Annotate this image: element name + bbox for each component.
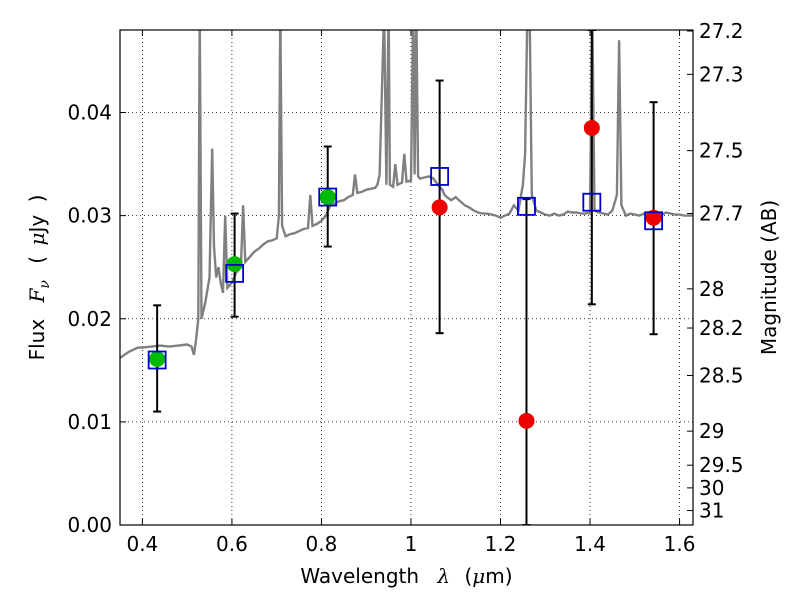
y2-tick-label: 27.7	[699, 202, 744, 226]
red-circle-point	[518, 412, 535, 429]
y-tick-label: 0.03	[67, 204, 112, 228]
y2-tick-label: 30	[699, 476, 724, 500]
y2-axis-label: Magnitude (AB)	[757, 200, 781, 355]
y2-tick-label: 28.2	[699, 316, 744, 340]
y-tick-label: 0.04	[67, 101, 112, 125]
model-square-point	[517, 196, 536, 216]
axes-frame	[119, 29, 694, 526]
spectrum-line	[120, 30, 693, 359]
y-tick-label: 0.00	[67, 513, 112, 537]
error-bars	[153, 30, 658, 525]
model-square-point	[644, 211, 664, 231]
y2-tick-label: 29	[699, 419, 724, 443]
y2-tick-label: 28.5	[699, 363, 744, 387]
x-tick-label: 1.2	[485, 532, 517, 556]
x-tick-label: 1.6	[664, 532, 696, 556]
y2-tick-label: 27.5	[699, 139, 744, 163]
grid	[120, 30, 693, 526]
model-square-point	[430, 167, 450, 186]
y2-tick-label: 27.3	[699, 62, 744, 86]
y-tick-label: 0.02	[67, 307, 112, 331]
green-circle-point	[319, 189, 336, 206]
axis-ticks: 0.4 0.6 0.8 1 1.2 1.4 1.6 0.00 0.01 0.02 0.03 0.04 2…	[67, 19, 743, 556]
model-square-point	[147, 350, 167, 370]
x-tick-label: 0.4	[126, 532, 158, 556]
error-bar	[522, 198, 531, 525]
model-square-point	[582, 192, 602, 212]
red-circle-point	[583, 119, 600, 136]
red-circle-point	[645, 209, 662, 226]
model-square-point	[225, 263, 245, 283]
x-tick-label: 1	[405, 532, 418, 556]
red-circle-point	[431, 199, 448, 216]
x-axis-label: Wavelength λ (μm)	[300, 564, 512, 588]
x-tick-label: 1.4	[574, 532, 606, 556]
data-markers	[147, 119, 664, 429]
y-axis-label: Flux Fν ( μJy )	[25, 195, 54, 361]
green-circle-point	[149, 350, 166, 367]
y2-tick-label: 27.2	[699, 19, 744, 43]
x-tick-label: 0.6	[216, 532, 248, 556]
y-tick-label: 0.01	[67, 410, 112, 434]
x-tick-label: 0.8	[306, 532, 338, 556]
error-bar	[587, 30, 596, 306]
y2-tick-label: 29.5	[699, 453, 744, 477]
y2-tick-label: 28	[699, 277, 724, 301]
y2-tick-label: 31	[699, 499, 724, 523]
model-square-point	[318, 187, 338, 207]
